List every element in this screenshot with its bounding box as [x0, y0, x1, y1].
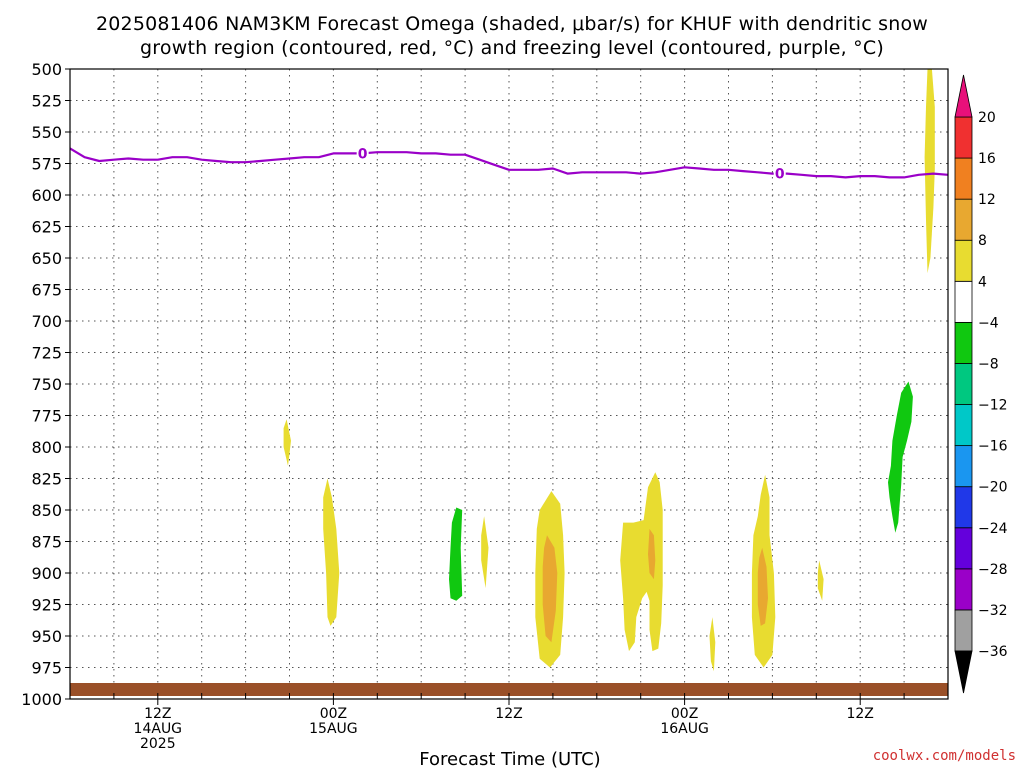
freezing-level-label-bg-0	[356, 145, 369, 162]
xtick-label-2-0: 12Z	[495, 706, 522, 722]
y-axis-ticks: 500 525 550 575 600 625 650 675 700 725 750 775 800 8…	[21, 60, 70, 709]
ytick-label-775: 775	[31, 407, 62, 426]
xtick-label-0-2: 2025	[140, 736, 176, 752]
omega-4to8-h51	[817, 560, 824, 601]
freezing-level-contour: 00	[69, 145, 949, 183]
omega-8to12-h39	[648, 528, 656, 580]
xtick-label-4-0: 12Z	[846, 706, 873, 722]
omega-neg4to-8-h26	[449, 507, 463, 601]
colorbar-tick-10: 8	[978, 233, 987, 249]
colorbar-tick-8: −4	[978, 315, 999, 331]
freezing-level-line	[69, 147, 949, 179]
colorbar-tick-3: −24	[978, 521, 1008, 537]
freezing-level-label-1: 0	[775, 167, 785, 183]
omega-4to8-h28	[481, 516, 489, 589]
colorbar-tick-6: −12	[978, 398, 1008, 414]
ytick-label-850: 850	[31, 501, 62, 520]
ytick-label-650: 650	[31, 249, 62, 268]
colorbar-bin--16-to--12	[954, 404, 973, 447]
ytick-label-900: 900	[31, 564, 62, 583]
gridlines	[70, 69, 948, 699]
colorbar-tick-4: −20	[978, 480, 1008, 496]
plot-area: 00	[69, 68, 949, 700]
freezing-level-label-bg-1	[773, 165, 786, 182]
omega-4to8-h38	[620, 472, 663, 652]
omega-neg4to-8-h56	[888, 381, 913, 533]
colorbar-over-arrow	[954, 74, 973, 118]
ytick-label-550: 550	[31, 123, 62, 142]
colorbar-tick-13: 20	[978, 110, 996, 126]
xtick-label-1-0: 00Z	[320, 706, 347, 722]
ytick-label-600: 600	[31, 186, 62, 205]
colorbar-bin--12-to--8	[954, 363, 973, 405]
omega-colorbar: −36 −32 −28 −24 −20 −16 −12 −8 −4 4 8 12 16 20	[954, 74, 1008, 694]
ytick-label-950: 950	[31, 627, 62, 646]
colorbar-bin-16-to-20	[954, 116, 973, 159]
ytick-label-575: 575	[31, 155, 62, 174]
credit-text: coolwx.com/models	[873, 748, 1016, 764]
xtick-label-3-0: 00Z	[671, 706, 698, 722]
omega-4to8-h18	[323, 478, 340, 626]
colorbar-tick-12: 16	[978, 151, 996, 167]
colorbar-tick-2: −28	[978, 562, 1008, 578]
ytick-label-725: 725	[31, 344, 62, 363]
ytick-label-875: 875	[31, 533, 62, 552]
ytick-label-750: 750	[31, 375, 62, 394]
colorbar-tick-7: −8	[978, 356, 999, 372]
colorbar-tick-0: −36	[978, 644, 1008, 660]
colorbar-bin--28-to--24	[954, 527, 973, 570]
colorbar-under-arrow	[954, 650, 973, 694]
ytick-label-675: 675	[31, 281, 62, 300]
omega-4to8-h43	[709, 617, 716, 672]
ytick-label-825: 825	[31, 470, 62, 489]
colorbar-bin--4-to-4	[954, 280, 973, 323]
colorbar-bin-4-to-8	[954, 239, 973, 282]
ytick-label-625: 625	[31, 218, 62, 237]
colorbar-bin--32-to--28	[954, 568, 973, 611]
omega-4to8-h15	[283, 419, 291, 466]
x-axis-label: Forecast Time (UTC)	[419, 749, 600, 768]
ytick-label-925: 925	[31, 596, 62, 615]
colorbar-bin-8-to-12	[954, 198, 973, 241]
colorbar-tick-9: 4	[978, 274, 987, 290]
ytick-label-525: 525	[31, 92, 62, 111]
ground-surface	[70, 683, 948, 696]
colorbar-tick-1: −32	[978, 603, 1008, 619]
colorbar-bin--36-to--32	[954, 609, 973, 652]
xtick-label-1-1: 15AUG	[309, 721, 358, 737]
colorbar-bin--8-to--4	[954, 321, 973, 364]
colorbar-bin--24-to--20	[954, 486, 973, 529]
freezing-level-label-0: 0	[358, 146, 368, 162]
chart-title-line-2: growth region (contoured, red, °C) and f…	[140, 37, 884, 59]
colorbar-bin--20-to--16	[954, 445, 973, 488]
omega-8to12-h47	[757, 547, 768, 626]
chart-title-line-1: 2025081406 NAM3KM Forecast Omega (shaded…	[96, 13, 928, 35]
colorbar-tick-5: −16	[978, 439, 1008, 455]
omega-8to12-h32	[542, 535, 558, 643]
xtick-label-0-1: 14AUG	[134, 721, 183, 737]
ytick-label-500: 500	[31, 60, 62, 79]
ytick-label-1000: 1000	[21, 690, 62, 709]
xtick-label-0-0: 12Z	[144, 706, 171, 722]
ytick-label-800: 800	[31, 438, 62, 457]
omega-shaded-regions	[283, 69, 935, 672]
omega-4to8-h58	[924, 69, 935, 274]
colorbar-bin-12-to-16	[954, 157, 973, 200]
ytick-label-975: 975	[31, 659, 62, 678]
colorbar-tick-11: 12	[978, 192, 996, 208]
xtick-label-3-1: 16AUG	[660, 721, 709, 737]
ytick-label-700: 700	[31, 312, 62, 331]
